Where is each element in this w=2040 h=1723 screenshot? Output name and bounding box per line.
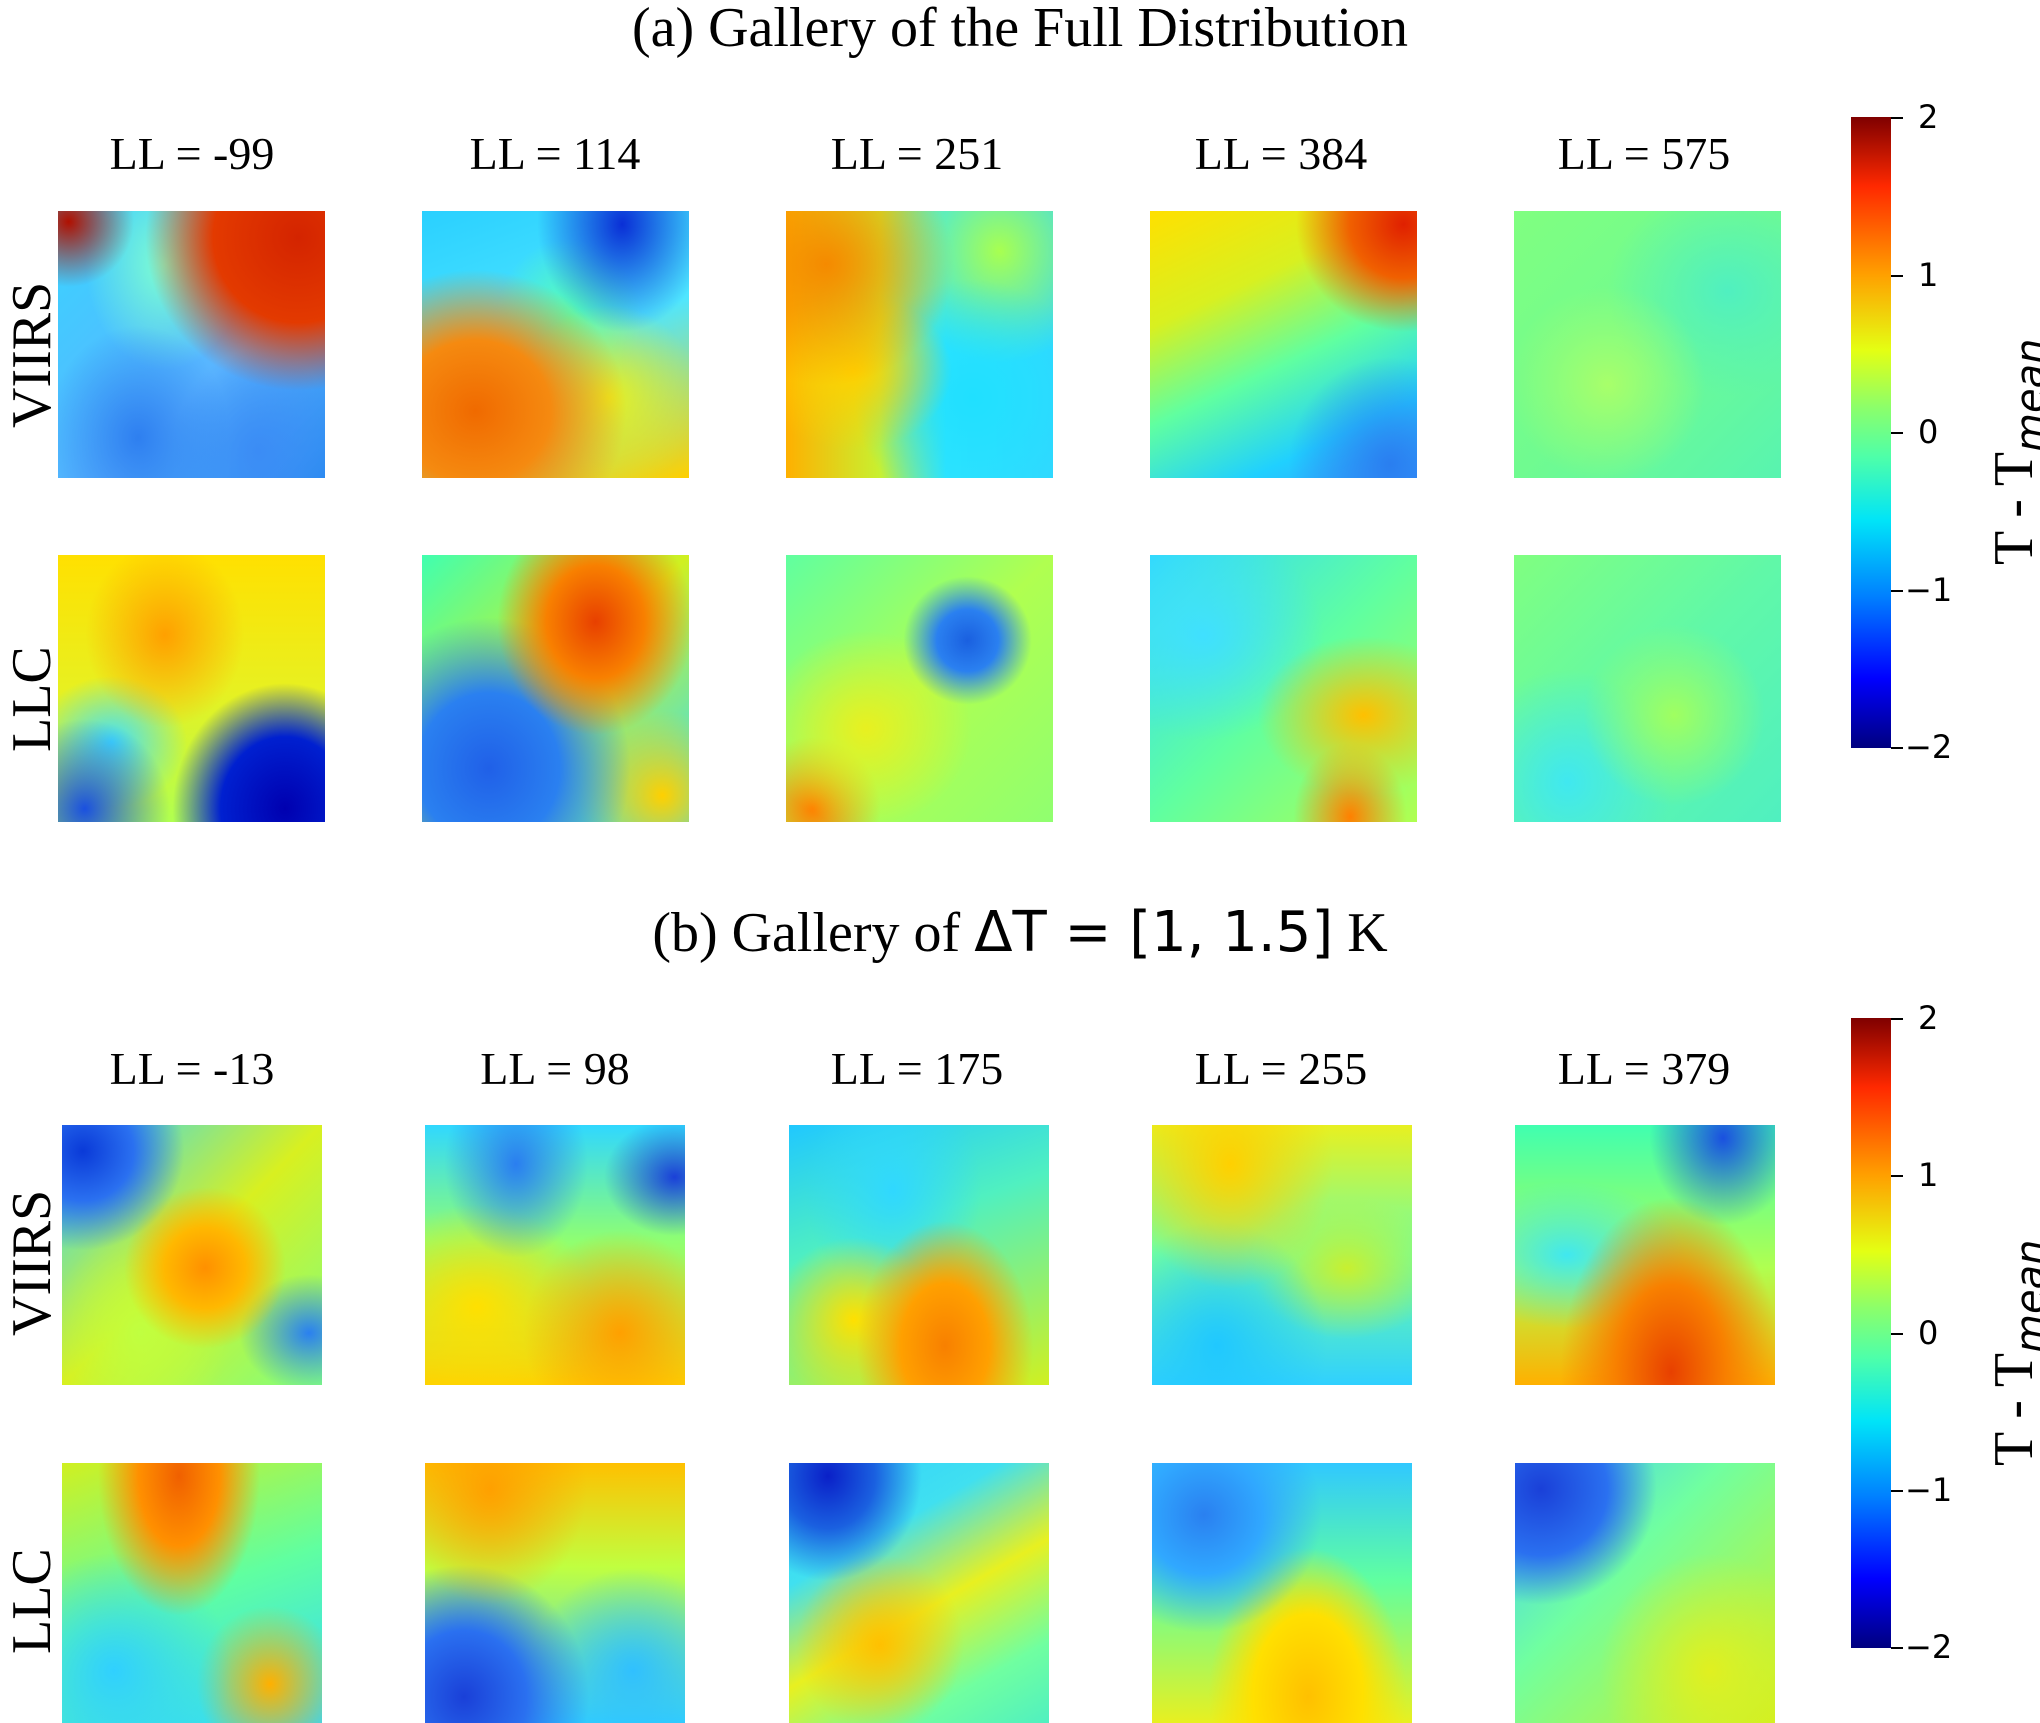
sst-cutout-llc-a4 (1150, 555, 1417, 822)
panel-b-col-label-5: LL = 379 (1557, 1043, 1731, 1094)
colorbar-b-tick-label: 1 (1918, 1156, 1939, 1194)
colorbar-b-tick-label: 2 (1918, 999, 1939, 1037)
colorbar-label-sub: mean (2008, 1239, 2040, 1353)
panel-b-title: (b) Gallery of ΔT = [1, 1.5] K (0, 900, 2040, 965)
sst-cutout-llc-a3 (786, 555, 1053, 822)
sst-cutout-llc-b4 (1152, 1463, 1412, 1723)
panel-a-row-label-llc: LLC (1, 646, 63, 752)
panel-b-row-label-llc: LLC (1, 1548, 63, 1654)
colorbar-a (1851, 117, 1891, 748)
panel-a-col-label-5: LL = 575 (1557, 128, 1731, 179)
colorbar-b-tick (1891, 1490, 1903, 1492)
sst-cutout-viirs-a5 (1514, 211, 1781, 478)
colorbar-a-tick (1891, 590, 1903, 592)
colorbar-b (1851, 1018, 1891, 1648)
colorbar-label-main: T - T (1983, 1352, 2040, 1466)
colorbar-a-tick-label: −2 (1905, 728, 1953, 766)
colorbar-label-sub: mean (2008, 338, 2040, 452)
colorbar-b-tick-label: −1 (1905, 1471, 1953, 1509)
colorbar-a-tick-label: 1 (1918, 256, 1939, 294)
colorbar-a-tick-label: 0 (1918, 413, 1939, 451)
colorbar-label-main: T - T (1983, 451, 2040, 565)
panel-a-title: (a) Gallery of the Full Distribution (631, 0, 1409, 59)
panel-b-col-label-4: LL = 255 (1194, 1043, 1368, 1094)
colorbar-b-tick-label: 0 (1918, 1314, 1939, 1352)
colorbar-b-tick (1891, 1333, 1903, 1335)
panel-b-title-prefix: (b) Gallery of (652, 902, 975, 964)
panel-a-col-label-2: LL = 114 (469, 128, 641, 179)
panel-a-col-label-4: LL = 384 (1194, 128, 1368, 179)
sst-cutout-llc-b3 (789, 1463, 1049, 1723)
panel-b-col-label-1: LL = -13 (109, 1043, 275, 1094)
colorbar-a-tick (1891, 275, 1903, 277)
sst-cutout-viirs-b1 (62, 1125, 322, 1385)
sst-cutout-viirs-a1 (58, 211, 325, 478)
sst-cutout-llc-a1 (58, 555, 325, 822)
colorbar-a-tick (1891, 117, 1903, 119)
sst-cutout-viirs-a4 (1150, 211, 1417, 478)
sst-cutout-viirs-b4 (1152, 1125, 1412, 1385)
colorbar-a-tick-label: −1 (1905, 571, 1953, 609)
colorbar-a-label: T - Tmean (1982, 339, 2040, 565)
colorbar-b-tick-label: −2 (1905, 1628, 1953, 1666)
sst-cutout-llc-b2 (425, 1463, 685, 1723)
colorbar-b-tick (1891, 1018, 1903, 1020)
sst-cutout-llc-b1 (62, 1463, 322, 1723)
sst-cutout-llc-b5 (1515, 1463, 1775, 1723)
colorbar-b-label: T - Tmean (1982, 1240, 2040, 1466)
colorbar-a-tick (1891, 747, 1903, 749)
colorbar-a-tick (1891, 432, 1903, 434)
colorbar-a-tick-label: 2 (1918, 98, 1939, 136)
panel-a-col-label-1: LL = -99 (109, 128, 275, 179)
panel-b-col-label-2: LL = 98 (480, 1043, 630, 1094)
panel-b-title-math: ΔT = [1, 1.5] (974, 900, 1334, 965)
colorbar-b-tick (1891, 1175, 1903, 1177)
sst-cutout-viirs-b2 (425, 1125, 685, 1385)
sst-cutout-viirs-b5 (1515, 1125, 1775, 1385)
panel-b-title-suffix: K (1333, 902, 1388, 964)
sst-cutout-viirs-a2 (422, 211, 689, 478)
panel-a-row-label-viirs: VIIRS (1, 281, 63, 428)
colorbar-b-tick (1891, 1647, 1903, 1649)
panel-a-col-label-3: LL = 251 (830, 128, 1004, 179)
sst-cutout-llc-a2 (422, 555, 689, 822)
sst-cutout-llc-a5 (1514, 555, 1781, 822)
sst-cutout-viirs-b3 (789, 1125, 1049, 1385)
sst-cutout-viirs-a3 (786, 211, 1053, 478)
panel-b-row-label-viirs: VIIRS (1, 1189, 63, 1336)
panel-b-col-label-3: LL = 175 (830, 1043, 1004, 1094)
